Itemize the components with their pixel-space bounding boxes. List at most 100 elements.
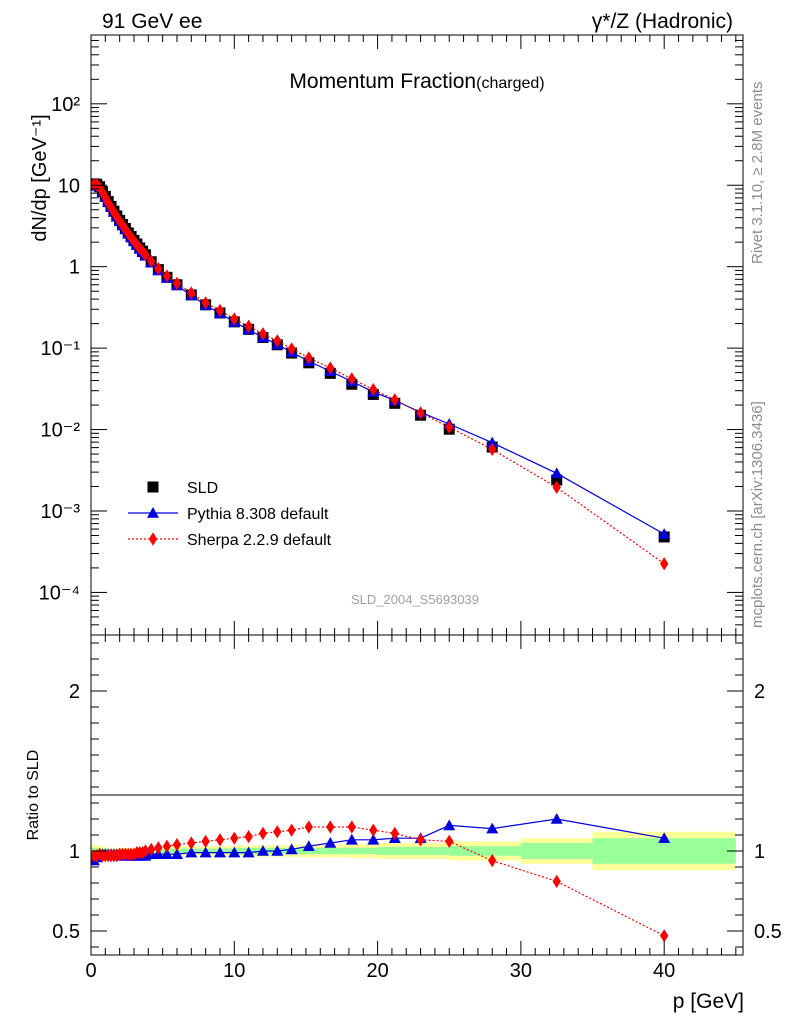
x-tick-label: 40 [653,960,675,982]
uncertainty-band-inner [320,847,349,855]
data-point-diamond [488,442,497,457]
ratio-y-axis-title: Ratio to SLD [25,750,42,841]
data-point-triangle [658,528,671,539]
plot-title: Momentum Fraction(charged) [289,70,544,93]
ratio-point-diamond [445,834,454,848]
legend-label: Sherpa 2.2.9 default [187,532,332,549]
plot-title-main: Momentum Fraction [289,70,476,93]
data-point-diamond [215,303,225,318]
data-point-diamond [287,342,296,356]
uncertainty-band-inner [520,843,593,859]
main-y-tick-label: 10⁻¹ [41,338,81,360]
ratio-point-triangle [271,845,284,856]
data-point-square [551,474,563,486]
ratio-point-triangle [242,846,255,858]
ratio-point-diamond [187,836,196,850]
data-point-diamond [258,327,268,341]
data-point-diamond [124,226,133,241]
data-point-diamond [390,393,399,407]
main-y-tick-label: 1 [69,257,80,279]
series-line-diamond [93,183,665,565]
source-label: mcplots.cern.ch [arXiv:1306.3436] [749,401,766,628]
ratio-point-diamond [201,834,210,848]
ratio-point-diamond [390,826,399,840]
data-point-triangle [550,467,563,479]
ratio-point-triangle [185,846,198,858]
data-point-diamond [141,248,150,262]
data-point-diamond [112,210,121,224]
header-right: γ*/Z (Hadronic) [592,10,733,33]
legend-marker-triangle [147,507,159,518]
main-y-tick-label: 10⁻³ [41,501,81,523]
data-point-diamond [146,254,156,268]
x-tick-label: 10 [223,960,245,982]
main-y-tick-label: 10⁻² [41,420,81,442]
data-point-diamond [162,269,172,283]
data-point-diamond [326,361,335,375]
ratio-point-triangle [256,845,269,856]
series-line-triangle [93,184,665,535]
uncertainty-band-inner [162,848,177,854]
data-point-diamond [445,420,454,434]
ratio-plot-frame [90,634,744,956]
legend-label: Pythia 8.308 default [187,506,329,523]
legend: SLD Pythia 8.308 default Sherpa 2.2.9 defa… [128,480,332,549]
data-point-diamond [347,372,356,386]
legend-label: SLD [187,480,218,497]
ratio-point-diamond [141,844,150,858]
ratio-point-triangle [285,843,298,855]
ratio-point-triangle [486,822,499,834]
ratio-point-diamond [273,825,282,839]
main-y-tick-label: 10 [58,175,80,197]
data-point-diamond [552,480,561,494]
ratio-point-diamond [326,820,335,834]
data-point-diamond [659,557,669,571]
ratio-y-tick-label-right: 2 [754,681,765,703]
ratio-point-diamond [488,854,497,868]
ratio-point-triangle [345,833,358,845]
data-point-diamond [126,230,136,244]
ratio-point-diamond [244,830,253,844]
ratio-point-diamond [416,833,425,847]
x-axis-title: p [GeV] [673,990,744,1013]
ratio-point-diamond [162,839,172,853]
x-tick-label: 20 [366,960,388,982]
ratio-point-diamond [347,820,356,834]
ratio-point-triangle [658,832,671,843]
x-tick-label: 0 [85,960,96,982]
ratio-point-triangle [160,848,173,859]
data-point-diamond [201,296,210,310]
data-point-triangle [486,436,499,448]
ratio-point-diamond [304,820,314,834]
data-point-diamond [273,334,282,348]
ratio-point-diamond [215,833,225,847]
ratio-line-diamond [93,826,665,937]
ratio-point-diamond [659,929,669,943]
rivet-version-label: Rivet 3.1.10, ≥ 2.8M events [749,82,766,265]
ratio-point-diamond [258,826,268,840]
uncertainty-band-inner [377,847,450,855]
ratio-point-triangle [367,833,380,845]
ratio-y-tick-label: 0.5 [52,921,80,943]
ratio-point-diamond [172,838,182,852]
ratio-y-tick-label-right: 1 [754,841,765,863]
ratio-point-triangle [324,837,337,848]
ratio-point-triangle [228,846,241,858]
data-point-diamond [230,312,239,326]
watermark: SLD_2004_S5693039 [351,592,479,607]
ratio-point-diamond [369,823,378,837]
ratio-point-triangle [170,848,183,859]
header-left: 91 GeV ee [102,10,202,33]
legend-marker-diamond [148,532,158,546]
ratio-point-triangle [213,846,226,858]
main-y-tick-label: 10⁻⁴ [39,582,80,604]
x-tick-label: 30 [510,960,532,982]
data-point-diamond [154,261,163,276]
ratio-y-tick-label: 1 [69,841,80,863]
main-y-axis-title: dN/dp [GeV⁻¹] [29,114,51,241]
uncertainty-band-inner [449,846,521,856]
ratio-point-triangle [550,813,563,824]
uncertainty-band-inner [348,847,378,855]
ratio-y-tick-label: 2 [69,681,80,703]
